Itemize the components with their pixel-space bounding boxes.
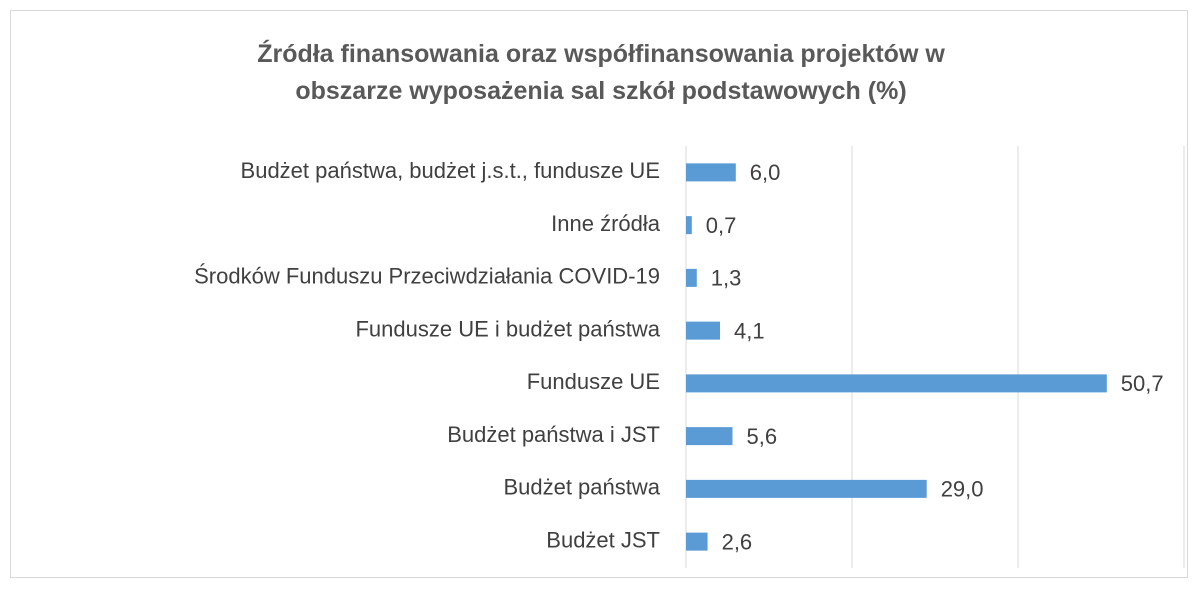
value-label: 4,1 <box>734 318 765 343</box>
category-label: Budżet państwa, budżet j.s.t., fundusze … <box>241 158 660 183</box>
category-label: Budżet państwa i JST <box>447 422 660 447</box>
bar <box>686 216 692 235</box>
value-label: 50,7 <box>1121 371 1164 396</box>
bar <box>686 479 927 498</box>
bar <box>686 321 721 340</box>
chart-frame <box>10 10 1188 578</box>
category-label: Budżet JST <box>546 527 660 552</box>
value-label: 0,7 <box>706 213 737 238</box>
value-label: 2,6 <box>722 529 753 554</box>
bar <box>686 532 708 551</box>
category-label: Środków Funduszu Przeciwdziałania COVID-… <box>194 264 660 289</box>
title-box: Źródła finansowania oraz współfinansowan… <box>0 36 1202 110</box>
category-label: Inne źródła <box>551 211 661 236</box>
category-label: Fundusze UE <box>527 369 660 394</box>
bar <box>686 427 733 446</box>
value-label: 5,6 <box>746 424 777 449</box>
bar <box>686 374 1107 393</box>
bar <box>686 268 697 287</box>
chart-title: Źródła finansowania oraz współfinansowan… <box>257 40 945 105</box>
value-label: 6,0 <box>750 160 781 185</box>
category-label: Fundusze UE i budżet państwa <box>355 316 660 341</box>
category-label: Budżet państwa <box>503 475 660 500</box>
value-label: 1,3 <box>711 266 742 291</box>
value-label: 29,0 <box>941 477 984 502</box>
bar <box>686 163 736 182</box>
